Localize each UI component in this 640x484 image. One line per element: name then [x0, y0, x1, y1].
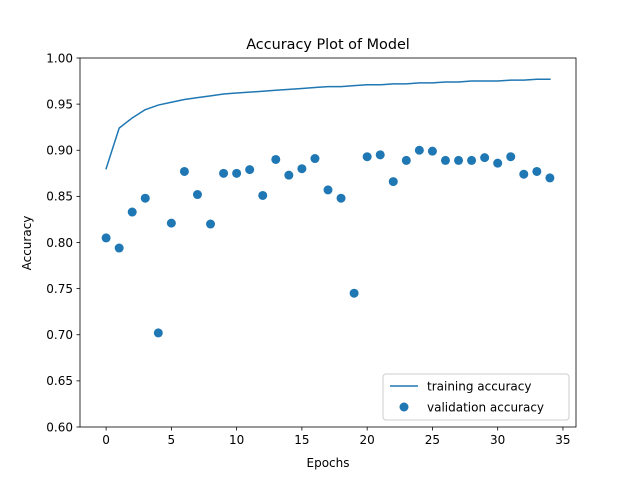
validation-accuracy-point — [245, 165, 255, 175]
validation-accuracy-point — [427, 146, 437, 156]
validation-accuracy-point — [219, 168, 229, 178]
x-tick-label: 0 — [102, 433, 110, 447]
axes-frame — [79, 57, 577, 428]
chart-title: Accuracy Plot of Model — [246, 37, 410, 53]
y-tick-label: 0.70 — [46, 328, 73, 342]
x-axis-label: Epochs — [307, 456, 350, 470]
y-tick-label: 0.60 — [46, 420, 73, 434]
validation-accuracy-point — [258, 190, 268, 200]
validation-accuracy-point — [375, 150, 385, 160]
x-tick-label: 35 — [555, 433, 570, 447]
validation-accuracy-point — [506, 152, 516, 162]
x-tick-label: 25 — [425, 433, 440, 447]
validation-accuracy-point — [493, 158, 503, 168]
y-tick-label: 0.90 — [46, 144, 73, 158]
validation-accuracy-point — [440, 155, 450, 165]
validation-accuracy-point — [206, 219, 216, 229]
validation-accuracy-point — [532, 166, 542, 176]
y-tick-label: 0.85 — [46, 190, 73, 204]
x-tick-label: 10 — [229, 433, 244, 447]
validation-accuracy-point — [153, 328, 163, 338]
validation-accuracy-point — [271, 154, 281, 164]
y-tick-label: 1.00 — [46, 51, 73, 65]
legend-scatter-marker — [399, 402, 409, 412]
validation-accuracy-point — [545, 173, 555, 183]
x-tick-label: 5 — [168, 433, 176, 447]
y-tick-label: 0.75 — [46, 282, 73, 296]
y-axis-label: Accuracy — [20, 216, 34, 271]
validation-accuracy-point — [101, 233, 111, 243]
validation-accuracy-point — [401, 155, 411, 165]
training-accuracy-line — [105, 78, 551, 170]
validation-accuracy-point — [232, 168, 242, 178]
legend-label-training: training accuracy — [427, 380, 531, 394]
validation-accuracy-point — [414, 145, 424, 155]
validation-accuracy-point — [140, 193, 150, 203]
validation-accuracy-point — [179, 166, 189, 176]
validation-accuracy-point — [114, 243, 124, 253]
validation-accuracy-point — [284, 170, 294, 180]
validation-accuracy-point — [349, 288, 359, 298]
validation-accuracy-point — [297, 164, 307, 174]
validation-accuracy-point — [310, 154, 320, 164]
legend-label-validation: validation accuracy — [427, 401, 544, 415]
validation-accuracy-point — [467, 155, 477, 165]
legend: training accuracy validation accuracy — [382, 373, 570, 421]
validation-accuracy-point — [519, 169, 529, 179]
validation-accuracy-point — [362, 152, 372, 162]
plot-area: 0 5 10 15 20 25 30 35 0.60 0.65 0.70 0.75 0.80 0.85 0.… — [46, 51, 577, 447]
x-tick-label: 20 — [360, 433, 375, 447]
validation-accuracy-point — [454, 155, 464, 165]
x-tick-label: 15 — [294, 433, 309, 447]
x-tick-label: 30 — [490, 433, 505, 447]
y-tick-label: 0.65 — [46, 374, 73, 388]
validation-accuracy-point — [323, 185, 333, 195]
legend-frame — [382, 373, 570, 421]
validation-accuracy-point — [336, 193, 346, 203]
y-tick-label: 0.95 — [46, 97, 73, 111]
validation-accuracy-point — [388, 177, 398, 187]
validation-accuracy-point — [480, 153, 490, 163]
y-tick-label: 0.80 — [46, 236, 73, 250]
validation-accuracy-point — [192, 190, 202, 200]
validation-accuracy-point — [127, 207, 137, 217]
validation-accuracy-point — [166, 218, 176, 228]
